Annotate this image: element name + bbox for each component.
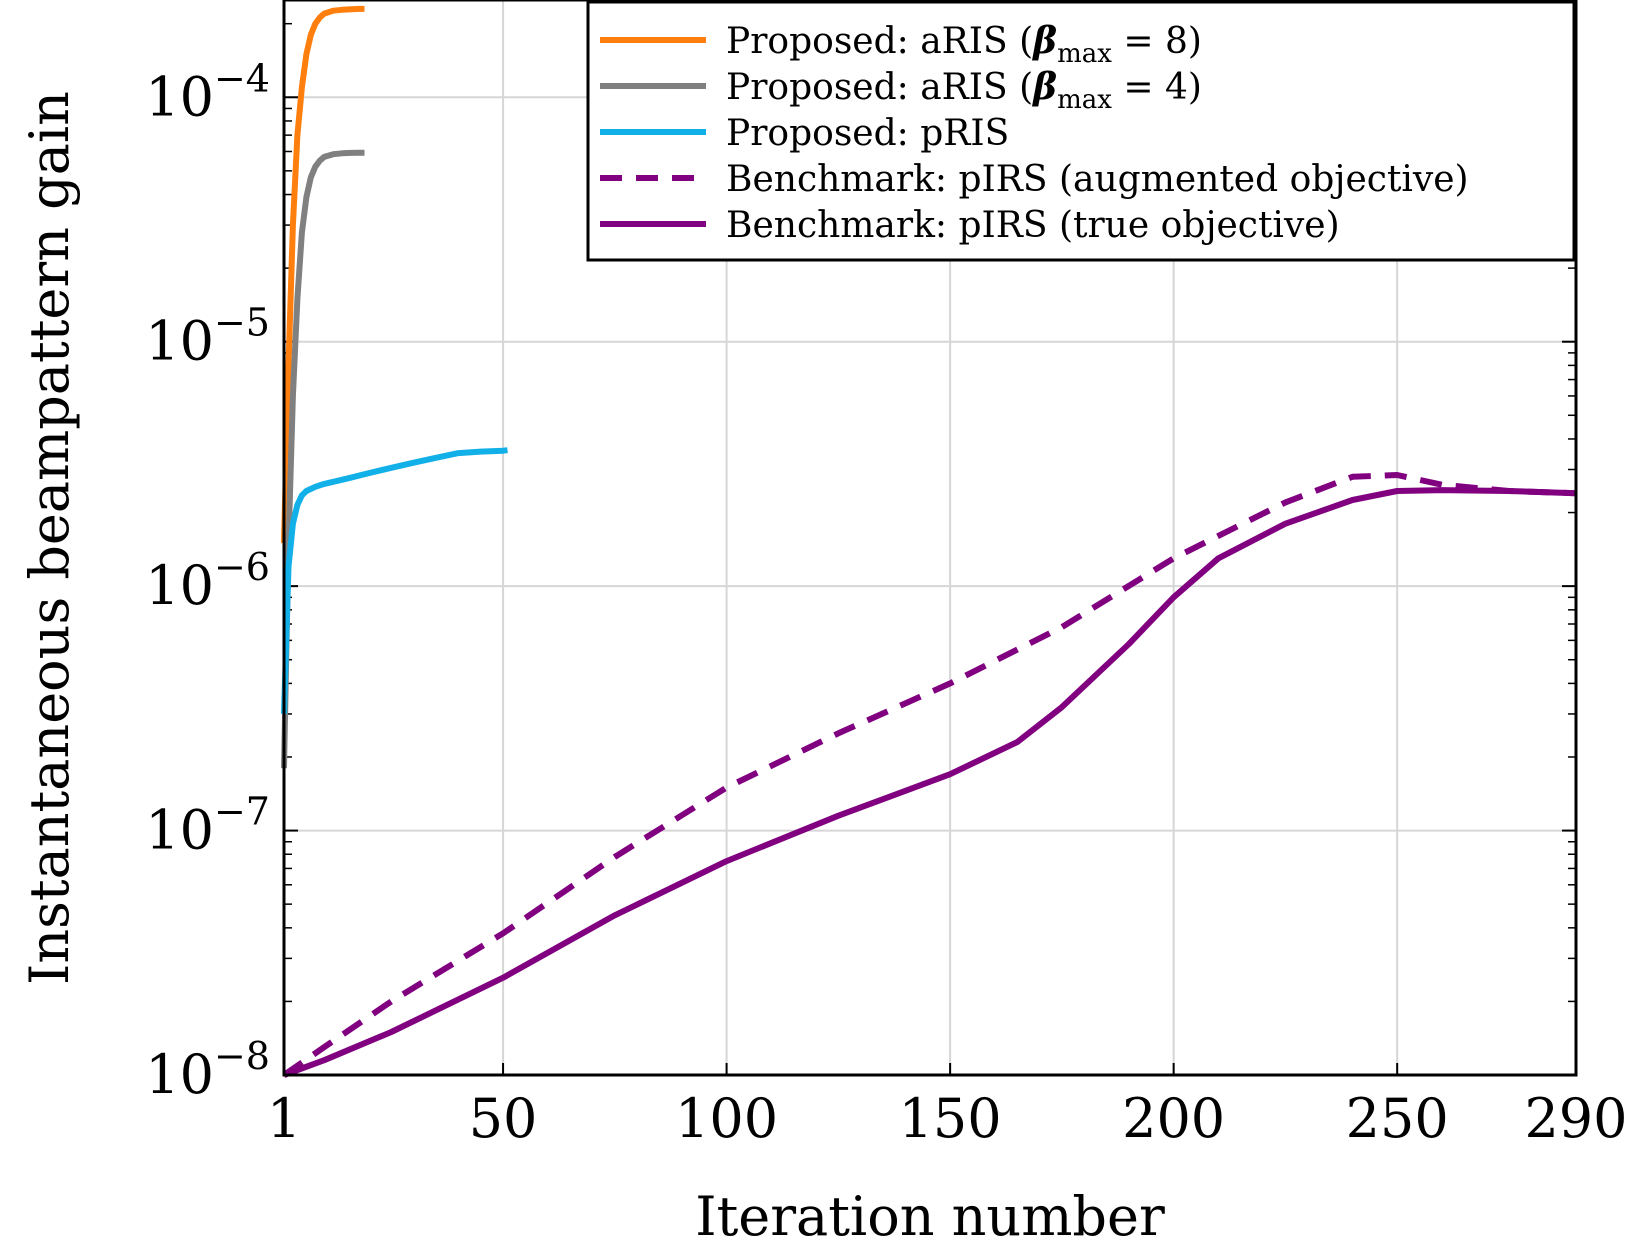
x-axis-title: Iteration number xyxy=(695,1185,1165,1248)
y-tick-label: 10−7 xyxy=(145,790,270,862)
legend: Proposed: aRIS (βmax = 8)Proposed: aRIS … xyxy=(586,0,1576,262)
legend-label-2: Proposed: aRIS (βmax = 4) xyxy=(726,66,1202,115)
x-tick-label: 50 xyxy=(469,1087,538,1150)
series-line-3 xyxy=(281,447,508,714)
legend-label-5: Benchmark: pIRS (true objective) xyxy=(726,205,1340,246)
legend-label-4: Benchmark: pIRS (augmented objective) xyxy=(726,159,1469,200)
series-line-2 xyxy=(281,149,365,769)
legend-label-1: Proposed: aRIS (βmax = 8) xyxy=(726,20,1202,69)
x-tick-label: 290 xyxy=(1524,1087,1627,1150)
y-tick-label: 10−6 xyxy=(145,545,270,617)
series-line-4 xyxy=(282,472,1577,1078)
legend-label-3: Proposed: pRIS xyxy=(726,113,1009,154)
plot-frame xyxy=(282,0,1578,1077)
y-axis-title: Instantaneous beampattern gain xyxy=(18,91,81,985)
y-tick-label: 10−8 xyxy=(145,1034,270,1106)
y-tick-label: 10−5 xyxy=(145,301,270,373)
x-tick-label: 250 xyxy=(1346,1087,1449,1150)
series-line-5 xyxy=(282,487,1577,1078)
x-tick-labels: 1 50 100 150 200 250 290 xyxy=(267,1087,1628,1150)
x-tick-label: 150 xyxy=(899,1087,1002,1150)
series-layer xyxy=(281,5,1577,1078)
x-tick-label: 200 xyxy=(1122,1087,1225,1150)
legend-box xyxy=(586,0,1576,262)
y-tick-labels: 10−8 10−7 10−6 10−5 10−4 xyxy=(145,56,270,1106)
series-line-1 xyxy=(281,5,365,544)
y-tick-label: 10−4 xyxy=(145,56,270,128)
x-tick-label: 100 xyxy=(675,1087,778,1150)
x-tick-label: 1 xyxy=(267,1087,301,1150)
